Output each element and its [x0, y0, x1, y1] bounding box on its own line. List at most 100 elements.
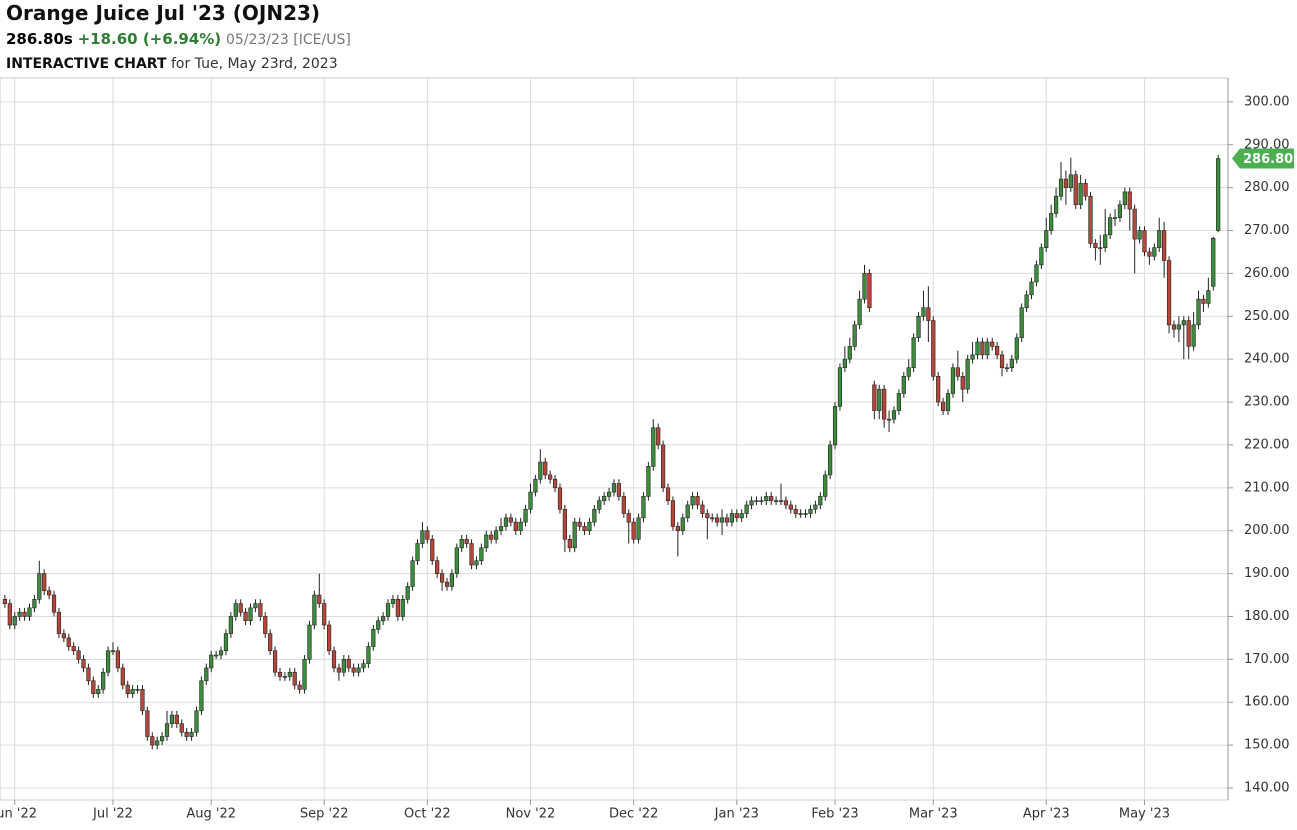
candle-body: [661, 444, 666, 489]
x-tick-label: Feb '23: [811, 807, 858, 822]
candle-body: [341, 659, 346, 673]
candle-body: [1132, 208, 1137, 240]
candle-body: [287, 671, 292, 677]
candle-body: [1088, 195, 1093, 244]
candle-body: [474, 560, 479, 566]
candle-body: [405, 586, 410, 600]
candle-body: [823, 474, 828, 497]
last-price-tag: 286.80: [1232, 148, 1294, 169]
candle-body: [1171, 324, 1177, 330]
candle-body: [872, 384, 877, 411]
candle-body: [916, 315, 921, 339]
candle-body: [159, 736, 165, 742]
candle-body: [1053, 195, 1059, 214]
candle-body: [145, 710, 150, 737]
candle-body: [169, 714, 175, 724]
candle-body: [1127, 191, 1132, 210]
candle-body: [91, 680, 96, 694]
candle-body: [1152, 247, 1157, 257]
candle-body: [724, 517, 730, 523]
candle-body: [926, 307, 931, 321]
candle-body: [258, 603, 263, 617]
candle-body: [1162, 230, 1167, 261]
candle-body: [189, 731, 194, 737]
candle-body: [1024, 294, 1029, 309]
candle-body: [253, 603, 258, 609]
candle-body: [272, 650, 278, 673]
price-change: +18.60 (+6.94%): [77, 30, 222, 48]
candle-body: [562, 508, 567, 540]
candle-body: [22, 611, 27, 617]
candle-body: [744, 504, 749, 514]
candle-body: [1142, 230, 1147, 253]
candle-body: [263, 616, 268, 634]
candle-body: [248, 607, 253, 622]
candle-body: [557, 487, 563, 510]
candle-body: [921, 307, 926, 317]
candle-body: [135, 689, 140, 691]
candle-body: [1103, 234, 1108, 248]
candle-body: [415, 543, 420, 562]
candle-body: [862, 273, 867, 300]
candle-body: [891, 410, 897, 420]
last-price-label: 286.80: [1243, 152, 1293, 167]
candle-body: [1049, 213, 1054, 231]
candle-body: [1201, 298, 1206, 304]
candle-body: [877, 388, 882, 411]
y-tick-label: 180.00: [1244, 609, 1290, 624]
candle-body: [1029, 281, 1034, 296]
last-price-marker: [1232, 148, 1294, 169]
candle-body: [828, 444, 833, 476]
candle-body: [538, 461, 543, 480]
candle-body: [366, 646, 371, 664]
candle-body: [439, 573, 445, 583]
candle-body: [76, 650, 81, 660]
candle-body: [27, 607, 32, 617]
candle-body: [680, 517, 685, 531]
candle-body: [852, 324, 857, 347]
candle-body: [842, 358, 847, 369]
candle-body: [582, 526, 587, 531]
candle-body: [1098, 247, 1103, 249]
candle-body: [351, 667, 356, 673]
candle-body: [995, 346, 1000, 356]
candle-body: [646, 466, 651, 497]
candle-body: [1063, 178, 1069, 188]
candle-body: [896, 393, 901, 411]
candle-body: [626, 513, 631, 523]
candle-body: [656, 427, 661, 446]
candle-body: [1093, 243, 1098, 248]
candle-body: [228, 616, 233, 634]
candle-body: [292, 671, 297, 686]
candle-body: [356, 667, 361, 673]
candle-body: [302, 659, 307, 690]
candle-body: [233, 603, 238, 617]
candle-body: [155, 740, 160, 746]
candle-body: [223, 633, 229, 652]
candle-body: [567, 538, 572, 549]
candle-body: [945, 393, 951, 411]
candle-body: [331, 650, 337, 669]
last-price: 286.80s: [6, 30, 73, 48]
candle-body: [336, 667, 342, 673]
candle-body: [597, 500, 602, 510]
chart-label: INTERACTIVE CHART: [6, 56, 167, 72]
candle-body: [277, 671, 283, 677]
candle-body: [454, 547, 459, 574]
candle-body: [425, 530, 430, 540]
candle-body: [479, 547, 484, 562]
candle-body: [936, 376, 941, 403]
candle-body: [400, 599, 405, 617]
x-tick-label: Apr '23: [1023, 807, 1070, 822]
candle-body: [110, 650, 116, 653]
candle-body: [1073, 174, 1078, 206]
candle-body: [882, 388, 887, 420]
candle-body: [435, 560, 440, 574]
candle-body: [2, 599, 8, 604]
candle-body: [764, 496, 769, 501]
candle-body: [105, 650, 111, 673]
header: Orange Juice Jul '23 (OJN23) 286.80s +18…: [6, 0, 351, 76]
y-tick-label: 260.00: [1244, 266, 1290, 281]
candle-body: [700, 504, 705, 514]
